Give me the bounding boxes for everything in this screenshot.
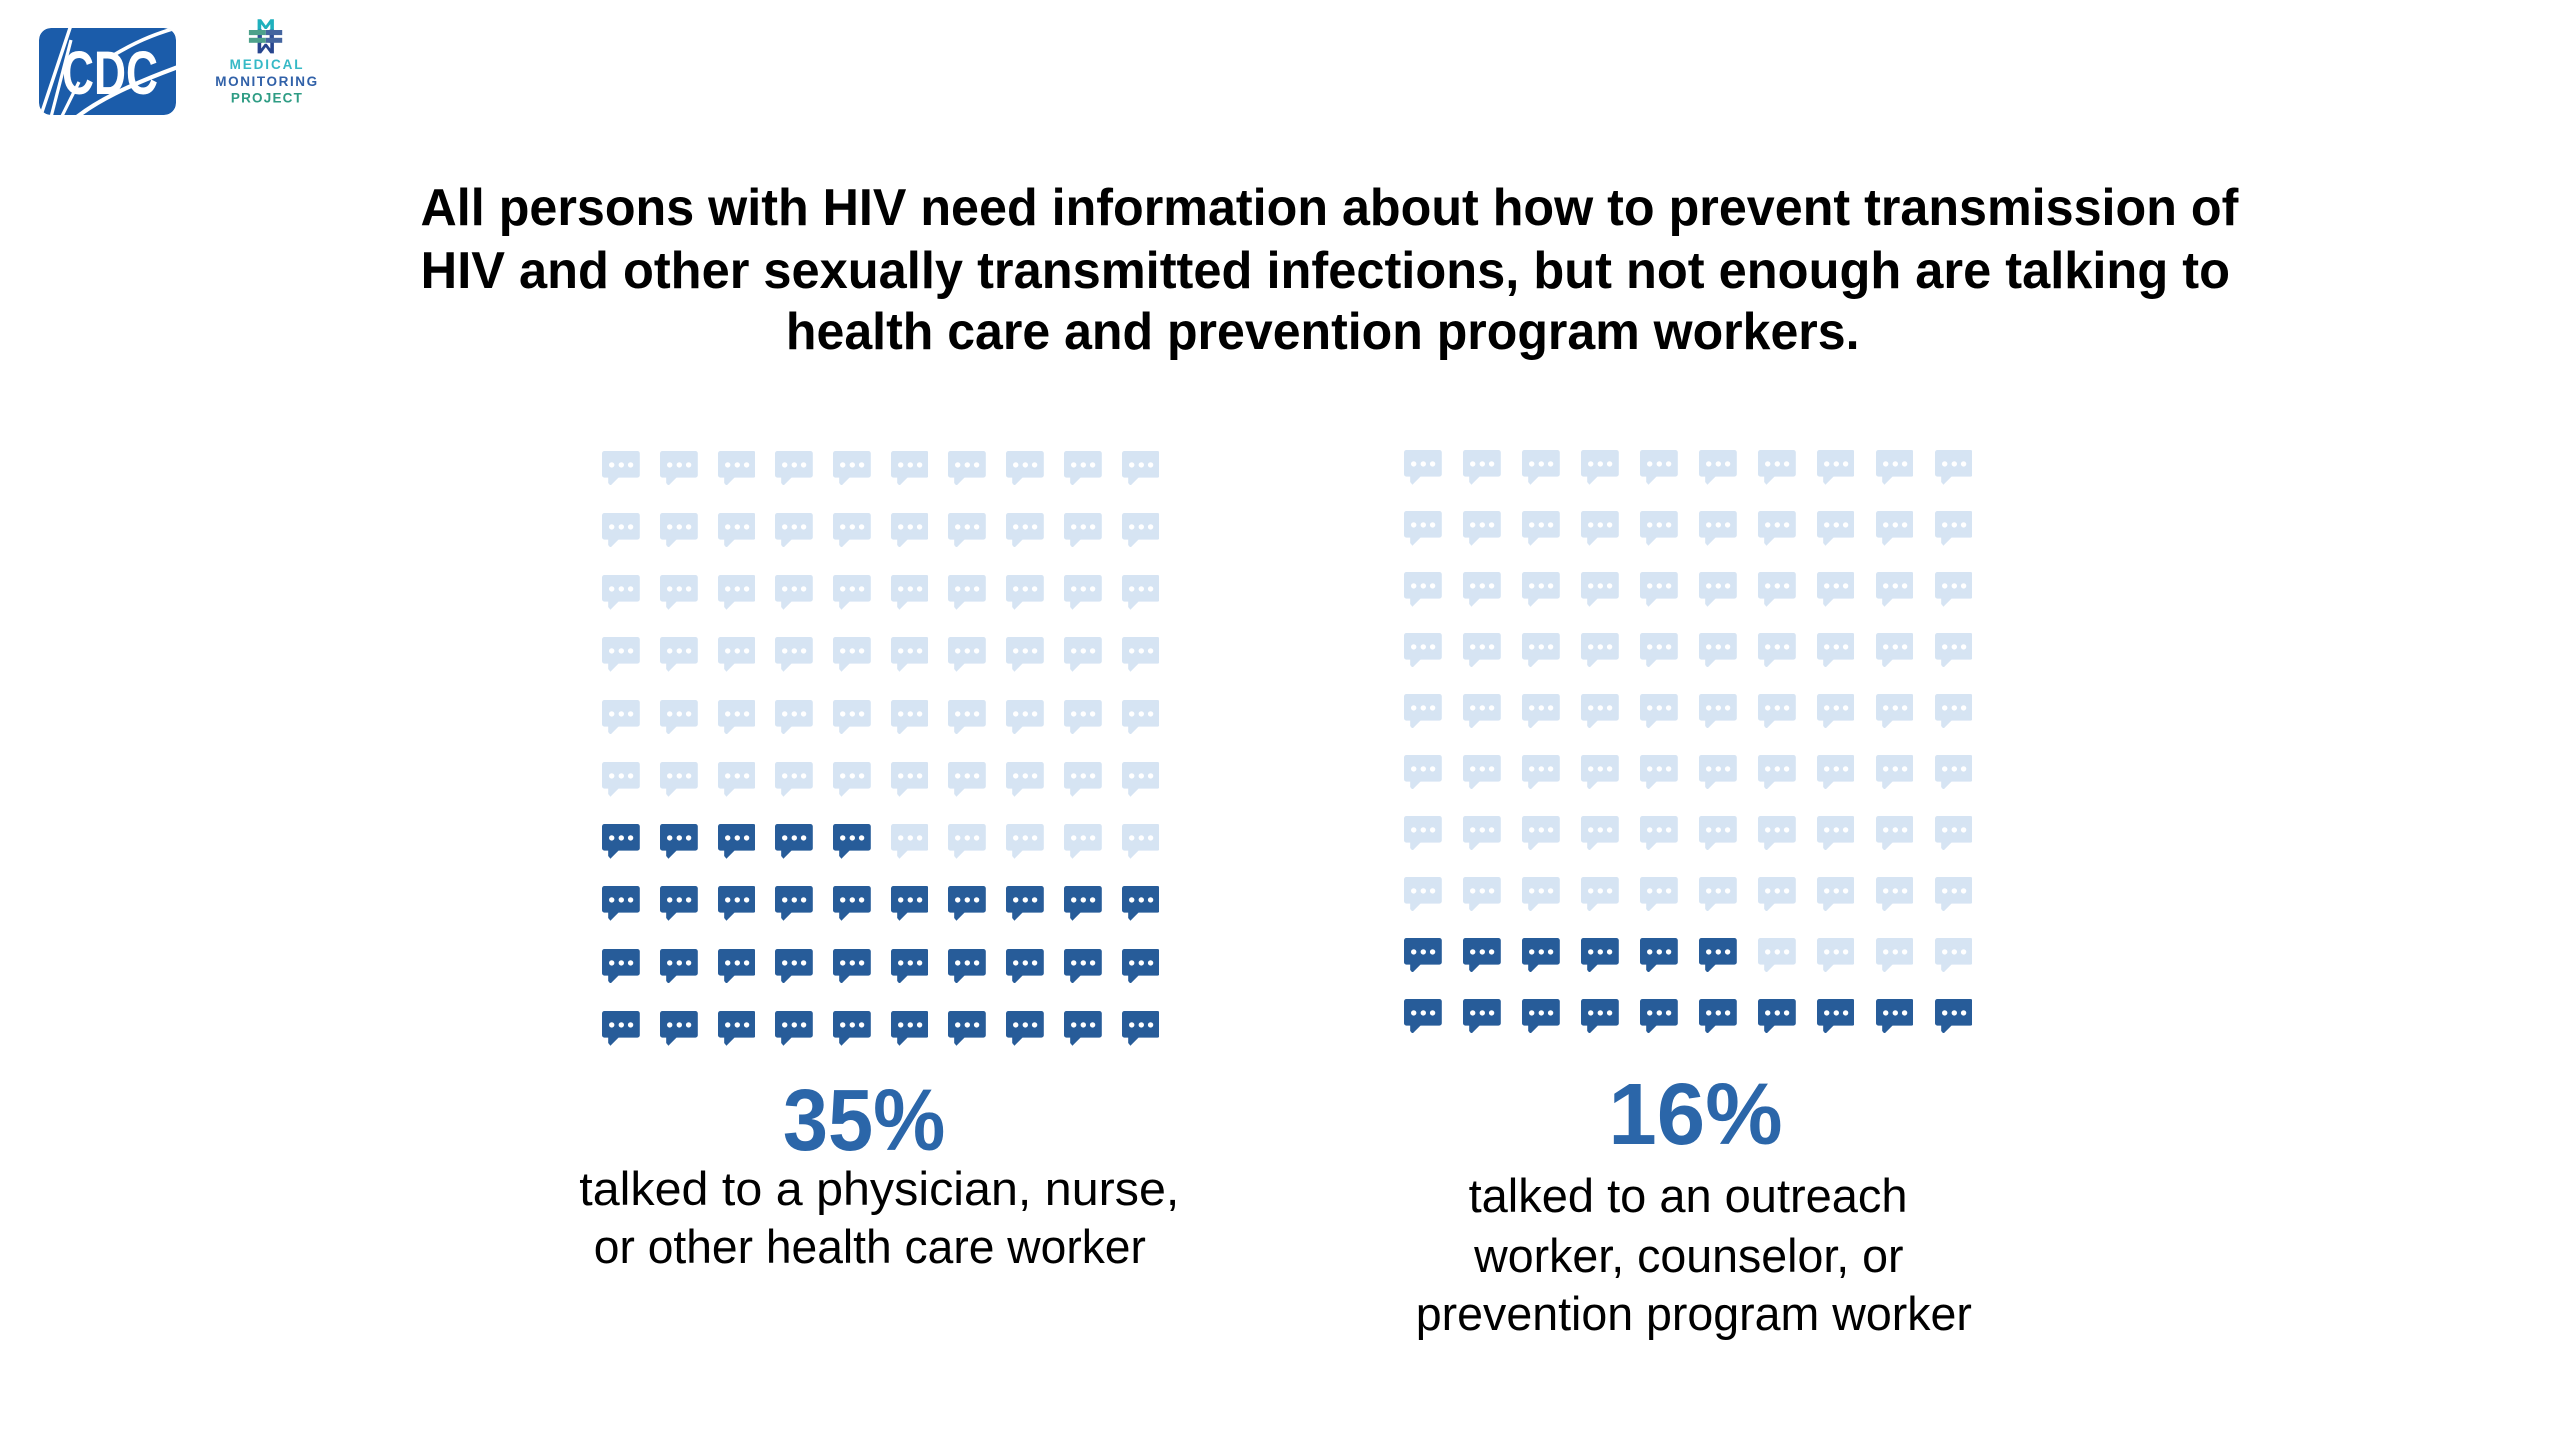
svg-text:MEDICAL: MEDICAL (230, 57, 305, 72)
svg-text:MONITORING: MONITORING (215, 74, 319, 89)
svg-text:CDC: CDC (62, 39, 158, 107)
svg-text:PROJECT: PROJECT (231, 91, 303, 106)
